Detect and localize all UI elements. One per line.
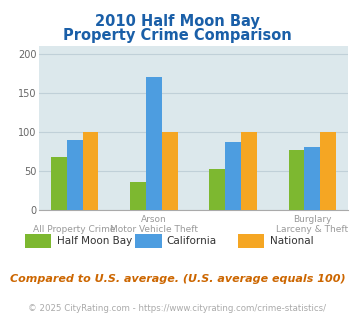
Bar xyxy=(320,132,336,210)
Text: Half Moon Bay: Half Moon Bay xyxy=(57,236,132,246)
Text: Property Crime Comparison: Property Crime Comparison xyxy=(63,28,292,43)
Text: All Property Crime: All Property Crime xyxy=(33,225,116,234)
Text: California: California xyxy=(167,236,217,246)
Text: © 2025 CityRating.com - https://www.cityrating.com/crime-statistics/: © 2025 CityRating.com - https://www.city… xyxy=(28,304,327,313)
Text: Compared to U.S. average. (U.S. average equals 100): Compared to U.S. average. (U.S. average … xyxy=(10,274,345,284)
Text: Burglary: Burglary xyxy=(293,215,332,224)
Bar xyxy=(241,132,257,210)
Text: 2010 Half Moon Bay: 2010 Half Moon Bay xyxy=(95,14,260,29)
Bar xyxy=(304,147,320,210)
Text: Arson: Arson xyxy=(141,215,167,224)
Bar xyxy=(67,140,83,210)
Bar xyxy=(146,77,162,210)
Bar xyxy=(51,157,67,210)
Bar xyxy=(130,182,146,210)
Bar xyxy=(225,142,241,210)
Text: National: National xyxy=(270,236,313,246)
Text: Larceny & Theft: Larceny & Theft xyxy=(276,225,348,234)
Bar xyxy=(83,132,98,210)
Bar xyxy=(289,149,304,210)
Text: Motor Vehicle Theft: Motor Vehicle Theft xyxy=(110,225,198,234)
Bar xyxy=(162,132,178,210)
Bar xyxy=(209,169,225,210)
